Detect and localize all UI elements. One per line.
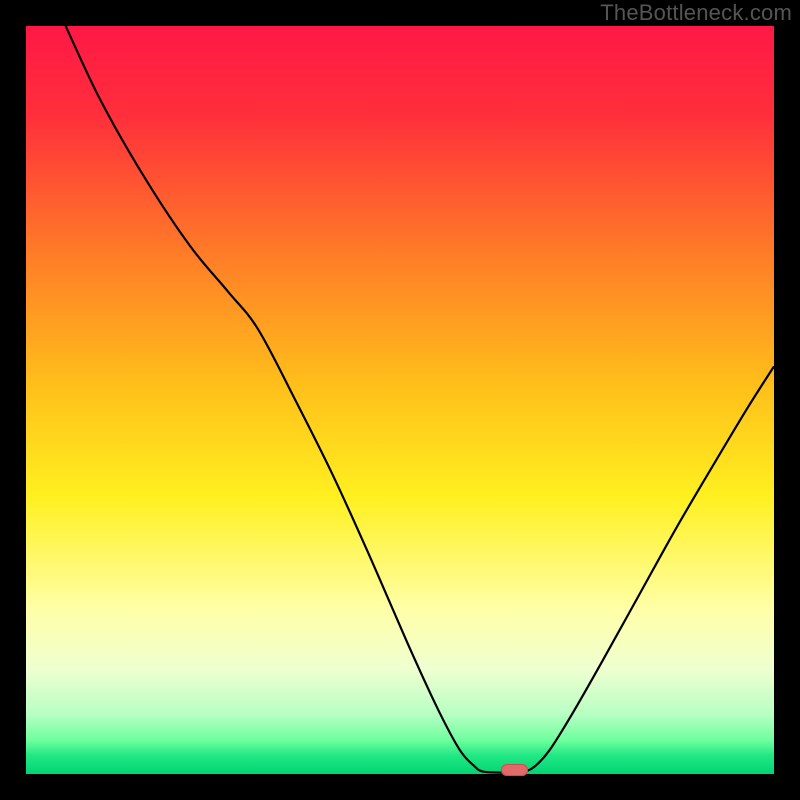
watermark-text: TheBottleneck.com [600,0,792,26]
optimal-point-marker [501,764,527,776]
gradient-background [26,26,774,774]
chart-container: TheBottleneck.com [0,0,800,800]
heat-gradient-chart [0,0,800,800]
